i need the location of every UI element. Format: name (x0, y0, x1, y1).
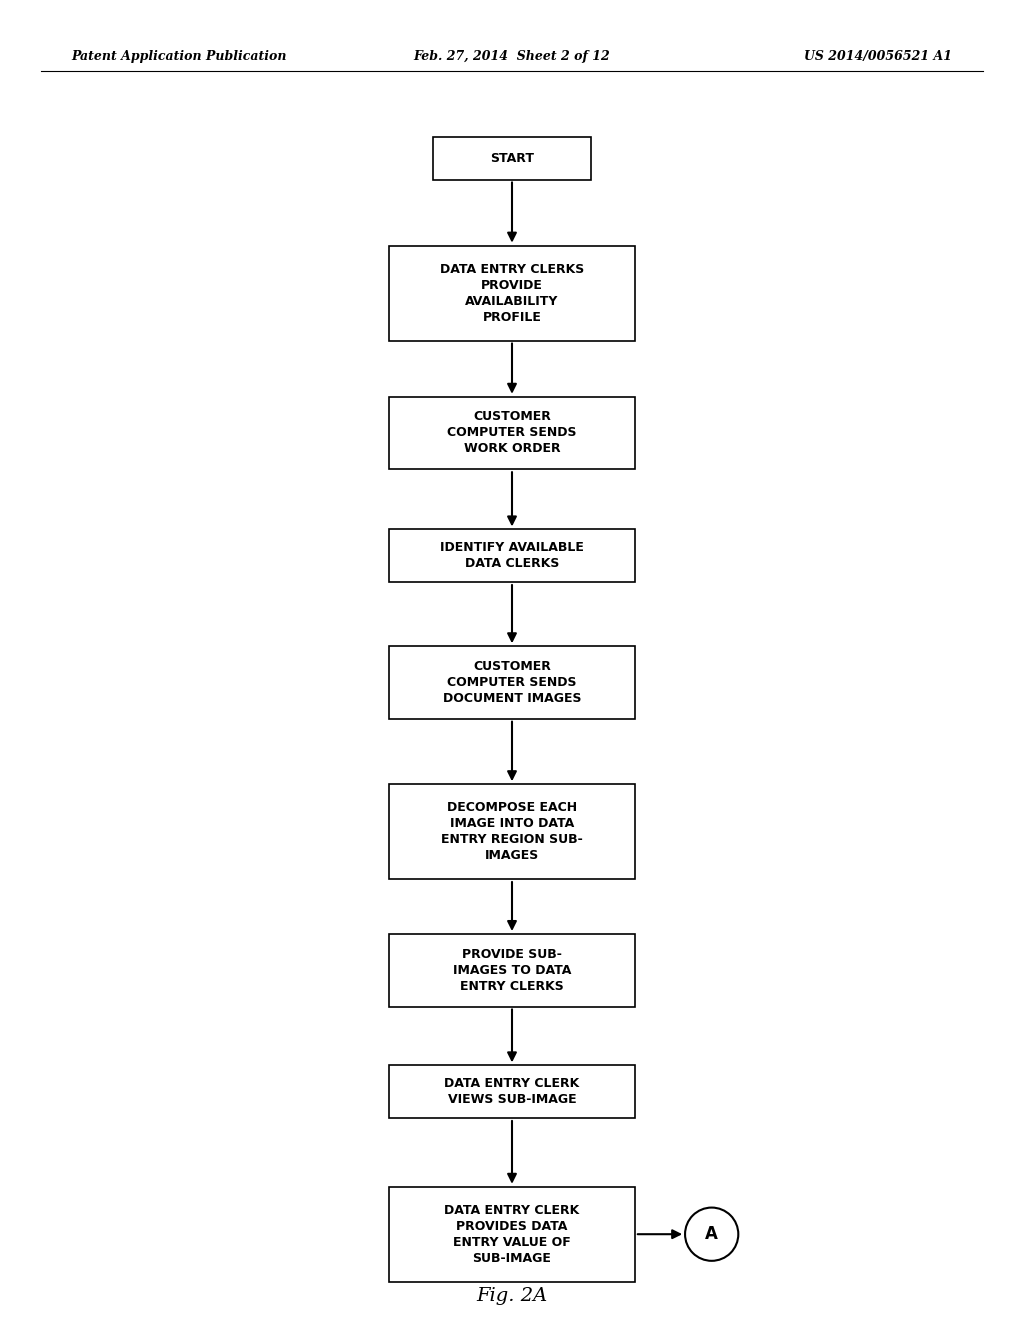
Text: A: A (706, 1225, 718, 1243)
Text: DATA ENTRY CLERK
VIEWS SUB-IMAGE: DATA ENTRY CLERK VIEWS SUB-IMAGE (444, 1077, 580, 1106)
Text: Patent Application Publication: Patent Application Publication (72, 50, 287, 63)
Text: CUSTOMER
COMPUTER SENDS
DOCUMENT IMAGES: CUSTOMER COMPUTER SENDS DOCUMENT IMAGES (442, 660, 582, 705)
FancyBboxPatch shape (389, 396, 635, 469)
Text: CUSTOMER
COMPUTER SENDS
WORK ORDER: CUSTOMER COMPUTER SENDS WORK ORDER (447, 411, 577, 455)
FancyBboxPatch shape (389, 246, 635, 341)
Text: IDENTIFY AVAILABLE
DATA CLERKS: IDENTIFY AVAILABLE DATA CLERKS (440, 541, 584, 570)
Text: Feb. 27, 2014  Sheet 2 of 12: Feb. 27, 2014 Sheet 2 of 12 (414, 50, 610, 63)
FancyBboxPatch shape (389, 935, 635, 1006)
Text: DATA ENTRY CLERKS
PROVIDE
AVAILABILITY
PROFILE: DATA ENTRY CLERKS PROVIDE AVAILABILITY P… (440, 263, 584, 323)
FancyBboxPatch shape (389, 647, 635, 718)
FancyBboxPatch shape (432, 137, 592, 180)
Text: START: START (490, 152, 534, 165)
Text: PROVIDE SUB-
IMAGES TO DATA
ENTRY CLERKS: PROVIDE SUB- IMAGES TO DATA ENTRY CLERKS (453, 948, 571, 993)
FancyBboxPatch shape (389, 529, 635, 582)
Text: DECOMPOSE EACH
IMAGE INTO DATA
ENTRY REGION SUB-
IMAGES: DECOMPOSE EACH IMAGE INTO DATA ENTRY REG… (441, 801, 583, 862)
FancyBboxPatch shape (389, 784, 635, 879)
Text: US 2014/0056521 A1: US 2014/0056521 A1 (804, 50, 952, 63)
FancyBboxPatch shape (389, 1065, 635, 1118)
Text: DATA ENTRY CLERK
PROVIDES DATA
ENTRY VALUE OF
SUB-IMAGE: DATA ENTRY CLERK PROVIDES DATA ENTRY VAL… (444, 1204, 580, 1265)
FancyBboxPatch shape (389, 1187, 635, 1282)
Text: Fig. 2A: Fig. 2A (476, 1287, 548, 1305)
